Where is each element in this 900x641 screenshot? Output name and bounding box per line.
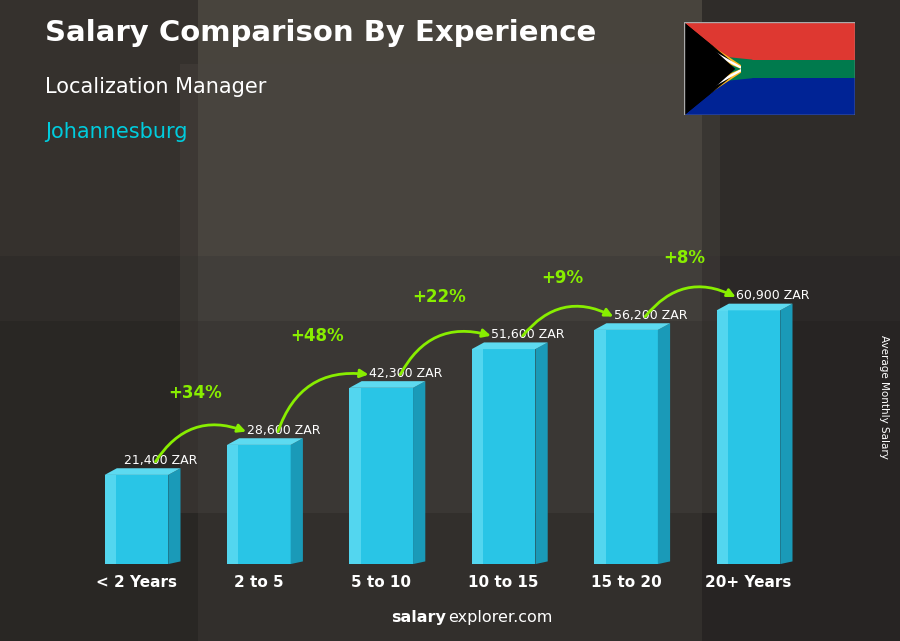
Polygon shape [594,330,606,564]
Polygon shape [684,60,855,78]
Polygon shape [227,445,291,564]
Text: 28,600 ZAR: 28,600 ZAR [247,424,320,437]
Polygon shape [472,349,536,564]
Text: 60,900 ZAR: 60,900 ZAR [736,289,810,302]
Polygon shape [716,304,793,310]
FancyArrowPatch shape [645,287,733,317]
Text: 21,400 ZAR: 21,400 ZAR [124,454,198,467]
Polygon shape [168,468,181,564]
Text: Salary Comparison By Experience: Salary Comparison By Experience [45,19,596,47]
Polygon shape [594,323,670,330]
Text: +34%: +34% [167,383,221,401]
Polygon shape [594,330,658,564]
Polygon shape [684,38,741,99]
Text: 42,300 ZAR: 42,300 ZAR [369,367,443,379]
Text: Johannesburg: Johannesburg [45,122,187,142]
FancyArrowPatch shape [400,330,488,374]
Polygon shape [684,53,752,85]
Bar [0,0,900,256]
Polygon shape [104,468,181,475]
Polygon shape [684,22,735,115]
Polygon shape [349,388,361,564]
Polygon shape [658,323,670,564]
Text: 51,600 ZAR: 51,600 ZAR [491,328,565,341]
Bar [0,320,900,641]
FancyArrowPatch shape [523,306,610,336]
Polygon shape [104,475,168,564]
Polygon shape [716,310,780,564]
Bar [702,0,900,641]
Polygon shape [104,475,116,564]
Polygon shape [349,381,426,388]
Polygon shape [227,438,303,445]
Polygon shape [472,349,483,564]
Text: Localization Manager: Localization Manager [45,77,266,97]
Text: explorer.com: explorer.com [448,610,553,625]
Polygon shape [684,69,855,115]
Polygon shape [227,445,239,564]
Polygon shape [716,310,728,564]
Polygon shape [536,342,548,564]
Polygon shape [472,342,548,349]
Bar [0,0,198,641]
Polygon shape [684,46,741,92]
Text: +48%: +48% [291,326,344,344]
Polygon shape [684,22,741,115]
Text: +22%: +22% [412,288,466,306]
Text: salary: salary [392,610,446,625]
FancyArrowPatch shape [156,425,243,462]
Polygon shape [291,438,303,564]
Polygon shape [684,22,741,115]
Polygon shape [349,388,413,564]
Polygon shape [741,62,855,76]
Text: 56,200 ZAR: 56,200 ZAR [614,308,688,322]
Polygon shape [684,34,745,104]
FancyArrowPatch shape [278,370,365,431]
Text: +8%: +8% [663,249,706,267]
Text: +9%: +9% [541,269,583,287]
Text: Average Monthly Salary: Average Monthly Salary [878,335,889,460]
Polygon shape [413,381,426,564]
Polygon shape [684,22,855,69]
Bar [180,64,720,513]
Polygon shape [684,27,747,111]
Polygon shape [780,304,793,564]
